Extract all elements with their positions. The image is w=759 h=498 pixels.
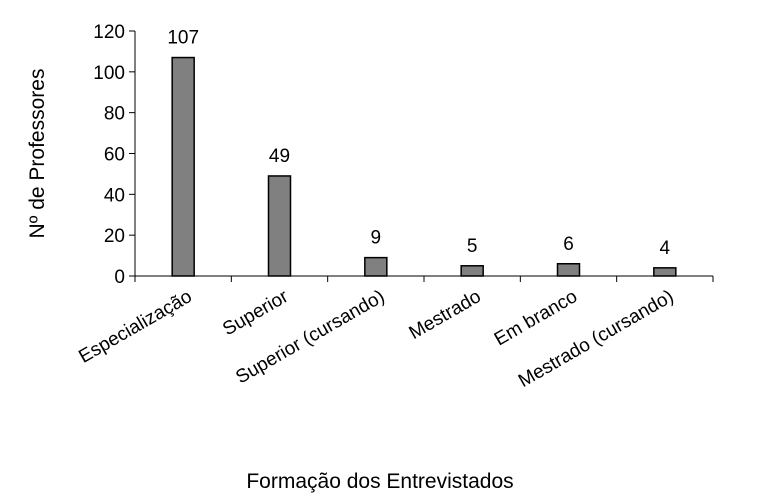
y-tick-label: 20 — [104, 226, 125, 247]
bar-value-label: 49 — [269, 146, 290, 167]
bar — [267, 175, 292, 277]
bar — [171, 56, 195, 277]
bar — [460, 265, 484, 277]
category-label: Especialização — [75, 286, 195, 368]
bar-value-label: 6 — [563, 234, 574, 255]
bar — [556, 263, 581, 277]
x-axis-ticks — [134, 276, 714, 282]
data-labels: 107 49 9 5 6 4 — [167, 28, 670, 259]
x-axis-title: Formação dos Entrevistados — [246, 470, 513, 493]
y-tick-label: 0 — [114, 267, 125, 288]
y-tick-label: 80 — [104, 104, 125, 125]
bar — [364, 256, 388, 277]
category-label: Mestrado — [406, 286, 485, 344]
bar-value-label: 9 — [371, 228, 382, 249]
y-axis-title: Nº de Professores — [26, 69, 49, 239]
bars — [171, 56, 677, 277]
y-axis-ticks: 0 20 40 60 80 100 120 — [93, 22, 135, 288]
category-label: Superior — [219, 286, 292, 340]
category-label: Em branco — [491, 286, 581, 350]
bar-value-label: 107 — [167, 28, 199, 49]
y-tick-label: 100 — [93, 63, 125, 84]
bar-value-label: 5 — [467, 236, 478, 257]
bar-value-label: 4 — [660, 238, 671, 259]
y-tick-label: 40 — [104, 185, 125, 206]
category-label: Mestrado (cursando) — [515, 286, 677, 392]
bar — [653, 267, 677, 277]
y-tick-label: 120 — [93, 22, 125, 43]
y-tick-label: 60 — [104, 145, 125, 166]
